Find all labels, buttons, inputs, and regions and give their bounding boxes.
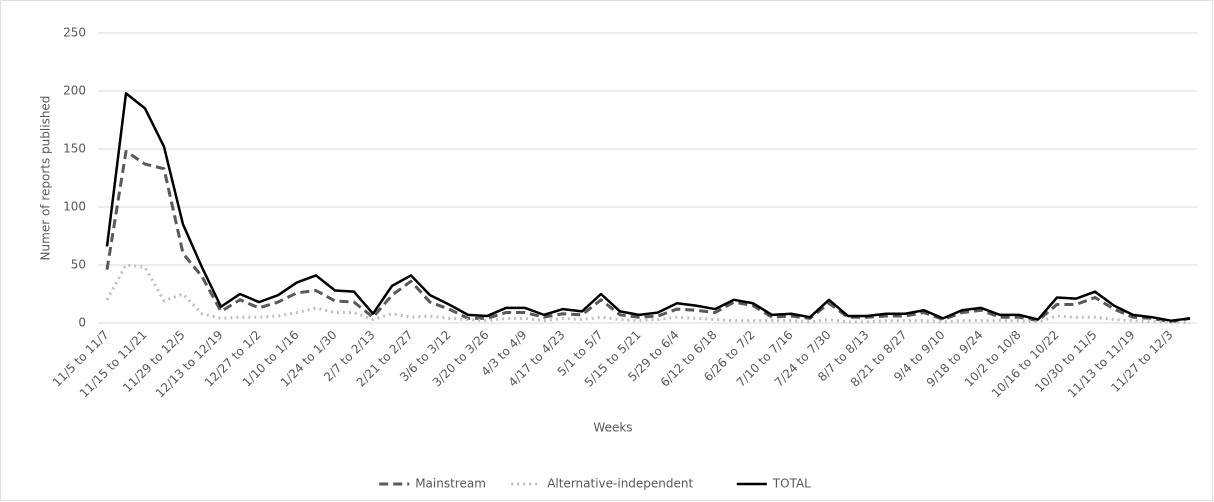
y-tick-label: 50 (71, 258, 86, 272)
y-tick-label: 100 (63, 200, 86, 214)
series-line (105, 92, 1191, 322)
legend-label: Alternative-independent (547, 477, 693, 491)
x-axis-title: Weeks (593, 421, 632, 435)
y-tick-label: 0 (78, 316, 86, 330)
y-tick-label: 250 (63, 26, 86, 40)
y-tick-label: 200 (63, 84, 86, 98)
legend-label: TOTAL (772, 477, 811, 491)
series-line (105, 149, 1191, 324)
y-axis-title: Numer of reports published (39, 96, 53, 261)
y-tick-label: 150 (63, 142, 86, 156)
legend-label: Mainstream (415, 477, 486, 491)
